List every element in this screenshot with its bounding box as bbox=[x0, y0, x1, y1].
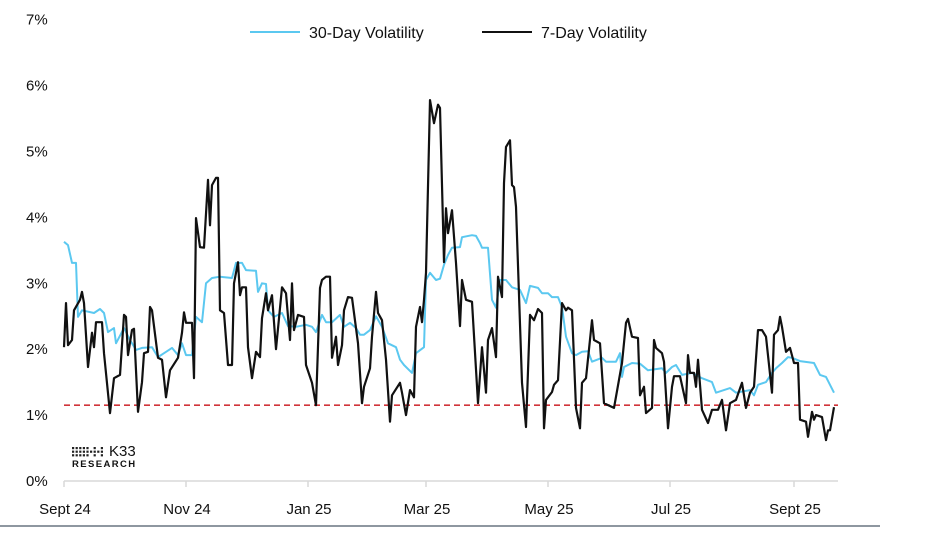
logo-dots-icon bbox=[72, 447, 103, 457]
x-tick-label: Jul 25 bbox=[651, 501, 691, 518]
y-tick-label: 6% bbox=[26, 78, 48, 95]
series-group bbox=[62, 99, 836, 442]
x-tick-label: May 25 bbox=[524, 501, 573, 518]
x-tick-label: Mar 25 bbox=[404, 501, 451, 518]
series-line-7-day bbox=[62, 99, 836, 442]
y-tick-label: 3% bbox=[26, 275, 48, 292]
x-tick-label: Nov 24 bbox=[163, 501, 211, 518]
series-line-30-day bbox=[63, 234, 835, 397]
logo-subtitle: RESEARCH bbox=[72, 459, 137, 470]
x-tick-label: Sept 24 bbox=[39, 501, 91, 518]
legend: 30-Day Volatility 7-Day Volatility bbox=[250, 25, 647, 42]
y-tick-label: 4% bbox=[26, 209, 48, 226]
y-tick-label: 0% bbox=[26, 473, 48, 490]
x-tick-label: Sept 25 bbox=[769, 501, 821, 518]
x-axis: Sept 24 Nov 24 Jan 25 Mar 25 May 25 Jul 25 Sep… bbox=[39, 480, 838, 518]
y-tick-label: 2% bbox=[26, 341, 48, 358]
y-tick-label: 1% bbox=[26, 407, 48, 424]
legend-label: 7-Day Volatility bbox=[541, 25, 647, 42]
logo-name: K33 bbox=[109, 443, 136, 460]
legend-label: 30-Day Volatility bbox=[309, 25, 424, 42]
y-tick-label: 7% bbox=[26, 12, 48, 29]
y-tick-label: 5% bbox=[26, 144, 48, 161]
x-tick-label: Jan 25 bbox=[286, 501, 331, 518]
y-axis: 0% 1% 2% 3% 4% 5% 6% 7% bbox=[26, 12, 48, 490]
k33-research-logo: K33 RESEARCH bbox=[72, 443, 137, 470]
